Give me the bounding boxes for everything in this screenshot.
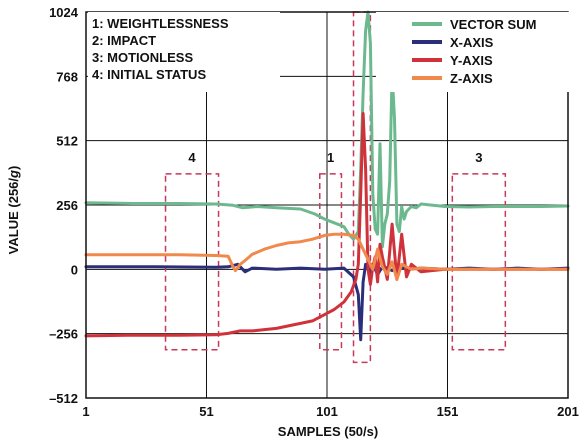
region-box-1 [319, 173, 343, 351]
region-box-2 [352, 11, 372, 364]
note-item: 4: INITIAL STATUS [92, 67, 206, 82]
legend-label-x-axis: X-AXIS [450, 35, 494, 50]
region-box-3 [451, 173, 507, 351]
notes-list: 1: WEIGHTLESSNESS 2: IMPACT 3: MOTIONLESS 4… [92, 16, 229, 82]
plot-frame [85, 11, 569, 399]
region-label-1: 1 [327, 150, 334, 165]
legend-label-vector-sum: VECTOR SUM [450, 17, 536, 32]
legend-label-z-axis: Z-AXIS [450, 71, 493, 86]
x-tick-label: 51 [199, 404, 213, 419]
y-tick-label: –512 [49, 391, 78, 406]
note-item: 2: IMPACT [92, 33, 156, 48]
legend-box [376, 12, 572, 92]
series-lines [84, 10, 570, 342]
x-tick-label: 151 [437, 404, 459, 419]
legend: VECTOR SUM X-AXIS Y-AXIS Z-AXIS [412, 17, 536, 86]
note-item: 1: WEIGHTLESSNESS [92, 16, 229, 31]
y-tick-label: –256 [49, 327, 78, 342]
x-tick-label: 1 [82, 404, 89, 419]
region-label-3: 3 [475, 150, 482, 165]
notes-box [88, 12, 280, 92]
y-tick-label: 256 [56, 198, 78, 213]
region-box-4 [164, 173, 220, 351]
x-axis-title: SAMPLES (50/s) [278, 424, 378, 439]
region-boxes: 4 1 2 3 [164, 0, 507, 364]
y-tick-label: 512 [56, 134, 78, 149]
region-label-2: 2 [377, 0, 384, 3]
x-tick-label: 101 [316, 404, 338, 419]
series-line-z-axis [84, 232, 570, 281]
note-item: 3: MOTIONLESS [92, 50, 193, 65]
series-line-vector-sum [84, 10, 570, 249]
y-tick-label: 768 [56, 69, 78, 84]
region-label-4: 4 [188, 150, 196, 165]
x-tick-label: 201 [557, 404, 579, 419]
y-axis-title: VALUE (256/g) [6, 166, 21, 255]
series-line-y-axis [84, 112, 570, 338]
y-tick-label: 1024 [49, 5, 79, 20]
y-tick-label: 0 [71, 262, 78, 277]
legend-label-y-axis: Y-AXIS [450, 53, 493, 68]
